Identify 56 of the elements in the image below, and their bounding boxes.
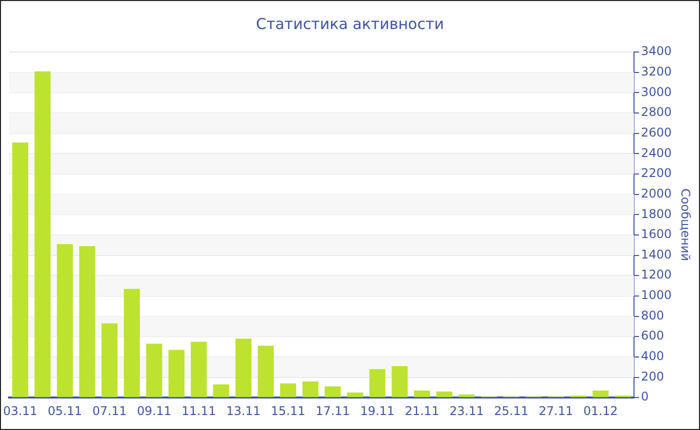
bar <box>302 381 318 398</box>
bar <box>392 366 408 398</box>
y-axis-title: Сообщений <box>678 188 693 262</box>
bar <box>235 338 252 398</box>
y-tick-label: 1000 <box>641 288 672 302</box>
bar <box>102 323 118 398</box>
bar <box>213 384 230 398</box>
bar <box>168 350 184 398</box>
bar <box>190 342 207 398</box>
bar <box>592 390 609 398</box>
bar <box>34 71 51 398</box>
y-tick-label: 1600 <box>641 227 672 242</box>
bar <box>458 394 475 398</box>
y-tick-label: 2600 <box>641 125 672 140</box>
bar <box>124 288 140 398</box>
bar <box>12 142 28 398</box>
x-tick-label: 09.11 <box>136 404 172 418</box>
bar <box>146 344 162 398</box>
x-tick-label: 03.11 <box>3 404 38 418</box>
x-tick-label: 23.11 <box>449 404 484 418</box>
y-tick-label: 200 <box>641 369 664 384</box>
y-tick-label: 1800 <box>641 206 672 221</box>
bar <box>79 246 96 398</box>
y-tick-label: 600 <box>641 328 664 343</box>
x-tick-label: 07.11 <box>92 404 127 418</box>
bar <box>414 390 430 398</box>
x-tick-label: 01.12 <box>583 404 618 418</box>
x-tick-label: 05.11 <box>48 404 82 418</box>
y-tick-label: 800 <box>641 308 664 322</box>
x-tick-label: 11.11 <box>182 404 216 418</box>
x-tick-label: 19.11 <box>360 404 395 418</box>
x-tick-label: 21.11 <box>404 404 440 418</box>
x-tick-label: 27.11 <box>538 404 574 418</box>
bar <box>436 392 452 398</box>
y-tick-label: 1200 <box>641 268 672 282</box>
x-tick-label: 15.11 <box>270 404 306 418</box>
y-tick-label: 2200 <box>641 166 672 180</box>
bar <box>56 244 73 398</box>
y-tick-label: 3200 <box>641 64 672 78</box>
y-tick-label: 2400 <box>641 146 672 160</box>
x-tick-label: 25.11 <box>494 404 528 418</box>
x-tick-label: 13.11 <box>226 404 261 418</box>
bar <box>324 386 341 398</box>
bar <box>280 383 296 398</box>
x-tick-label: 17.11 <box>316 404 350 418</box>
y-tick-label: 2000 <box>641 186 672 200</box>
bar <box>258 346 274 398</box>
y-tick-label: 400 <box>641 349 664 364</box>
y-tick-label: 2800 <box>641 105 672 120</box>
y-tick-label: 0 <box>641 390 649 404</box>
bar <box>369 369 386 398</box>
y-tick-label: 1400 <box>641 247 672 262</box>
bar <box>347 392 364 398</box>
y-tick-label: 3400 <box>641 44 672 58</box>
y-tick-label: 3000 <box>641 84 672 99</box>
chart-title: Статистика активности <box>256 14 444 33</box>
